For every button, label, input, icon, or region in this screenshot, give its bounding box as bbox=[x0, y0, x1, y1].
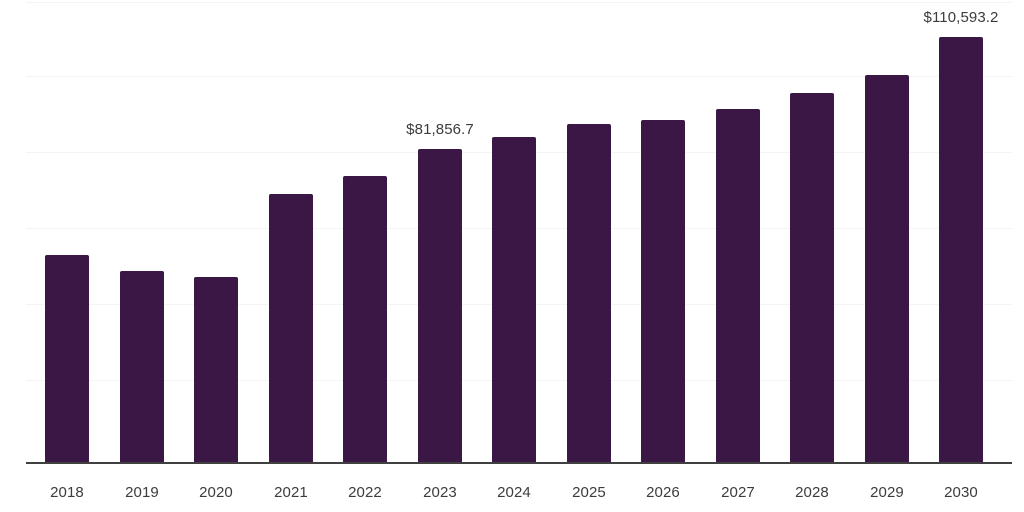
bar[interactable] bbox=[716, 109, 760, 464]
plot-area: $81,856.7 $110,593.2 bbox=[26, 2, 1012, 464]
bar-group[interactable] bbox=[194, 277, 238, 464]
x-tick-label: 2019 bbox=[125, 484, 159, 501]
x-tick-label: 2020 bbox=[199, 484, 233, 501]
bar[interactable] bbox=[641, 120, 685, 464]
bar-group[interactable] bbox=[865, 75, 909, 464]
x-tick-label: 2024 bbox=[497, 484, 531, 501]
gridline bbox=[26, 2, 1012, 3]
bar[interactable] bbox=[492, 137, 536, 464]
bar[interactable] bbox=[567, 124, 611, 464]
x-tick-label: 2021 bbox=[274, 484, 308, 501]
bar-value-label: $81,856.7 bbox=[406, 121, 474, 138]
x-axis-tick-labels: 2018 2019 2020 2021 2022 2023 2024 2025 2026 2027… bbox=[0, 464, 1024, 512]
bar-group[interactable] bbox=[418, 149, 462, 464]
bar-group[interactable] bbox=[120, 271, 164, 464]
bar-group[interactable] bbox=[45, 255, 89, 464]
bar[interactable] bbox=[343, 176, 387, 464]
bar[interactable] bbox=[865, 75, 909, 464]
bar-group[interactable] bbox=[716, 109, 760, 464]
bar-group[interactable] bbox=[567, 124, 611, 464]
x-axis-line bbox=[26, 462, 1012, 464]
bar-group[interactable] bbox=[641, 120, 685, 464]
bar-group[interactable] bbox=[269, 194, 313, 464]
bar[interactable] bbox=[269, 194, 313, 464]
x-tick-label: 2030 bbox=[944, 484, 978, 501]
bar-group[interactable] bbox=[492, 137, 536, 464]
bar[interactable] bbox=[939, 37, 983, 464]
x-tick-label: 2028 bbox=[795, 484, 829, 501]
bar-value-label: $110,593.2 bbox=[923, 9, 999, 26]
bar-group[interactable] bbox=[790, 93, 834, 464]
bar-group[interactable] bbox=[939, 37, 983, 464]
bar[interactable] bbox=[194, 277, 238, 464]
x-tick-label: 2025 bbox=[572, 484, 606, 501]
x-tick-label: 2026 bbox=[646, 484, 680, 501]
x-tick-label: 2027 bbox=[721, 484, 755, 501]
bar-group[interactable] bbox=[343, 176, 387, 464]
bar[interactable] bbox=[120, 271, 164, 464]
bar[interactable] bbox=[418, 149, 462, 464]
bar[interactable] bbox=[790, 93, 834, 464]
x-tick-label: 2023 bbox=[423, 484, 457, 501]
bar[interactable] bbox=[45, 255, 89, 464]
x-tick-label: 2018 bbox=[50, 484, 84, 501]
x-tick-label: 2022 bbox=[348, 484, 382, 501]
x-tick-label: 2029 bbox=[870, 484, 904, 501]
